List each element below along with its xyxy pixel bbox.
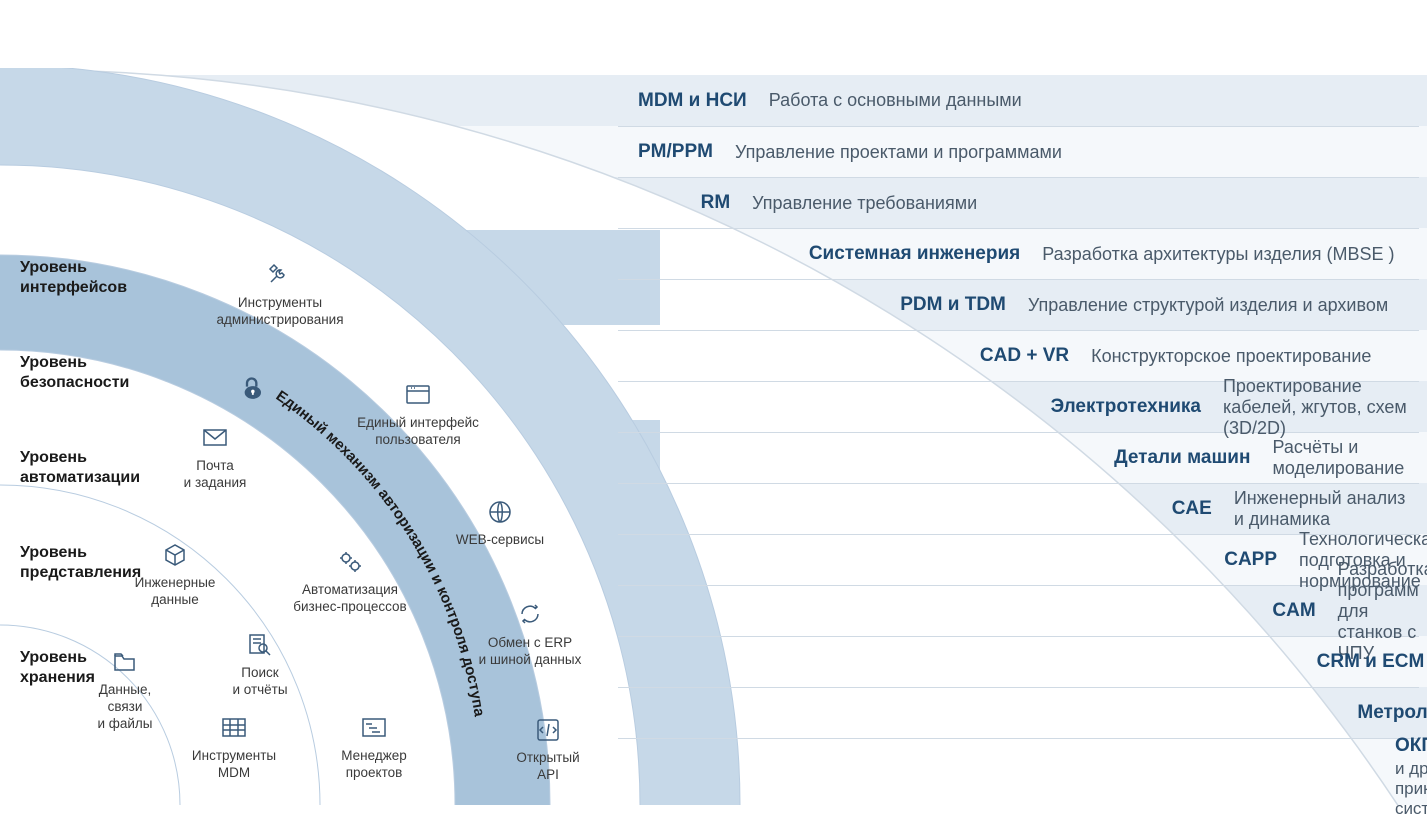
module-key: ОКП, ППО, ТОиР: [1395, 735, 1427, 757]
module-key: CRM и ECM: [1317, 651, 1425, 673]
folder-icon: [109, 648, 141, 676]
module-desc: Разработка архитектуры изделия (MBSE ): [1042, 244, 1394, 265]
node-erp: Обмен с ERPи шиной данных: [460, 601, 600, 669]
node-caption: Поиски отчёты: [190, 665, 330, 699]
node-caption: Автоматизациябизнес-процессов: [280, 582, 420, 616]
module-rows: MDM и НСИ Работа с основными данными PM/PP…: [618, 75, 1419, 808]
node-api: ОткрытыйAPI: [478, 716, 618, 784]
gears-icon: [334, 548, 366, 576]
module-row: RM Управление требованиями: [618, 177, 1419, 228]
module-key: CAPP: [1224, 549, 1277, 571]
module-desc: Конструкторское проектирование: [1091, 346, 1371, 367]
module-key: RM: [701, 192, 731, 214]
sync-icon: [514, 601, 546, 629]
mail-icon: [199, 424, 231, 452]
module-row: CAMРазработка программ для станков с ЧПУ: [618, 585, 1419, 636]
module-desc: Управление проектами и программами: [735, 142, 1062, 163]
module-row: MDM и НСИ Работа с основными данными: [618, 75, 1419, 126]
level-label: Уровеньбезопасности: [0, 325, 180, 420]
node-caption: ИнструментыMDM: [164, 748, 304, 782]
module-row: PDM и TDM Управление структурой изделия и…: [618, 279, 1419, 330]
node-web: WEB-сервисы: [430, 498, 570, 549]
module-desc: и другие прикладные системы: [1395, 759, 1427, 819]
module-row: CAPPТехнологическая подготовка и нормиро…: [618, 534, 1419, 585]
module-key: CAE: [1172, 498, 1212, 520]
module-row: Детали машин Расчёты и моделирование: [618, 432, 1419, 483]
module-desc: Управление структурой изделия и архивом: [1028, 295, 1388, 316]
module-key: Детали машин: [1114, 447, 1250, 469]
node-admin: Инструментыадминистрирования: [210, 261, 350, 329]
tools-icon: [264, 261, 296, 289]
module-desc: Управление требованиями: [752, 193, 977, 214]
module-key: PDM и TDM: [900, 294, 1006, 316]
node-caption: ОткрытыйAPI: [478, 750, 618, 784]
node-biz: Автоматизациябизнес-процессов: [280, 548, 420, 616]
module-desc: Инженерный анализ и динамика: [1234, 488, 1419, 530]
module-desc: Расчёты и моделирование: [1272, 437, 1419, 479]
module-key: CAD + VR: [980, 345, 1069, 367]
module-row: ОКП, ППО, ТОиРи другие прикладные систем…: [618, 738, 1419, 808]
search-icon: [244, 631, 276, 659]
module-key: MDM и НСИ: [638, 90, 747, 112]
module-key: Метрология: [1357, 702, 1427, 724]
logo-brand: T·FLEX PLM: [20, 151, 227, 188]
module-row: ЭлектротехникаПроектирование кабелей, жг…: [618, 381, 1419, 432]
gantt-icon: [358, 714, 390, 742]
node-caption: Единый интерфейспользователя: [348, 415, 488, 449]
module-row: МетрологияАвтоматизация метрологического…: [618, 687, 1419, 738]
window-icon: [402, 381, 434, 409]
module-key: Системная инженерия: [809, 243, 1020, 265]
module-row: CAE Инженерный анализ и динамика: [618, 483, 1419, 534]
module-desc: Работа с основными данными: [769, 90, 1022, 111]
node-caption: WEB-сервисы: [430, 532, 570, 549]
node-mdm: ИнструментыMDM: [164, 714, 304, 782]
node-eng: Инженерныеданные: [105, 541, 245, 609]
module-row: CRM и ECMОфисный документооборот: [618, 636, 1419, 687]
module-row: CAD + VR Конструкторское проектирование: [618, 330, 1419, 381]
page-title: Российский программный комплекс T-FLEX P…: [28, 18, 897, 60]
module-row: Системная инженерия Разработка архитектур…: [618, 228, 1419, 279]
globe-icon: [484, 498, 516, 526]
box-icon: [159, 541, 191, 569]
node-mail: Почтаи задания: [145, 424, 285, 492]
module-key: PM/PPM: [638, 141, 713, 163]
module-row: PM/PPM Управление проектами и программами: [618, 126, 1419, 177]
node-caption: Почтаи задания: [145, 458, 285, 492]
node-search: Поиски отчёты: [190, 631, 330, 699]
module-desc: Проектирование кабелей, жгутов, схем (3D…: [1223, 376, 1419, 439]
node-caption: Инструментыадминистрирования: [210, 295, 350, 329]
logo: ПЛАТФОРМА T·FLEX PLM: [20, 138, 227, 188]
module-key: CAM: [1272, 600, 1315, 622]
module-key: Электротехника: [1051, 396, 1201, 418]
node-ui: Единый интерфейспользователя: [348, 381, 488, 449]
table-icon: [218, 714, 250, 742]
module-desc: Разработка программ для станков с ЧПУ: [1338, 559, 1427, 664]
level-label: Уровеньинтерфейсов: [0, 230, 180, 325]
node-caption: Инженерныеданные: [105, 575, 245, 609]
lock-icon: [240, 375, 268, 408]
node-pm: Менеджерпроектов: [304, 714, 444, 782]
api-icon: [532, 716, 564, 744]
node-caption: Обмен с ERPи шиной данных: [460, 635, 600, 669]
node-caption: Менеджерпроектов: [304, 748, 444, 782]
